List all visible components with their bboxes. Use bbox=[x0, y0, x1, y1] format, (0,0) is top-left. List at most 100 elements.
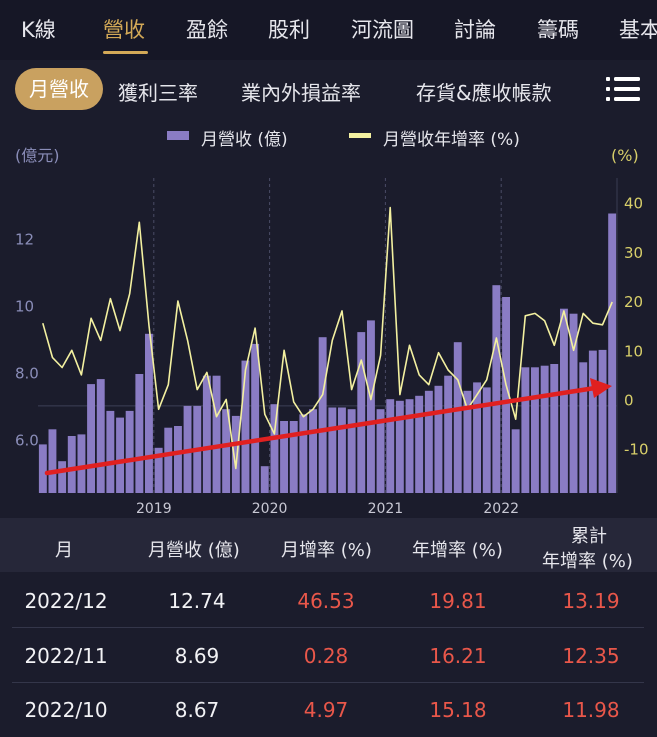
row-divider bbox=[12, 682, 644, 683]
revenue-chart-svg: 月營收 (億) 月營收年增率 (%) (億元) (%) 6.0 8.0 10 12 40… bbox=[15, 130, 649, 517]
revenue-bar bbox=[492, 285, 501, 493]
revenue-bar bbox=[338, 407, 346, 493]
revenue-bar bbox=[87, 384, 95, 493]
revenue-bar bbox=[174, 426, 182, 493]
tab-k-line[interactable]: K線 bbox=[21, 18, 56, 42]
cell-cum-yoy: 11.98 bbox=[562, 698, 620, 722]
revenue-bar bbox=[77, 434, 86, 493]
right-tick-label: 20 bbox=[624, 293, 643, 311]
cell-revenue: 8.69 bbox=[174, 644, 220, 668]
tab-dividend[interactable]: 股利 bbox=[268, 18, 310, 42]
left-tick-label: 12 bbox=[15, 230, 34, 248]
revenue-bar bbox=[289, 421, 298, 493]
header-cumulative: 累計 bbox=[571, 526, 607, 547]
red-trend-arrow bbox=[44, 378, 612, 476]
revenue-bar bbox=[502, 297, 510, 493]
x-tick-label: 2020 bbox=[252, 501, 288, 517]
tab-chips[interactable]: 籌碼 bbox=[537, 18, 579, 42]
tab-revenue[interactable]: 營收 bbox=[103, 18, 145, 42]
revenue-bar bbox=[212, 375, 221, 493]
revenue-bar bbox=[550, 364, 559, 493]
cell-revenue: 8.67 bbox=[174, 698, 220, 722]
revenue-bar bbox=[347, 409, 356, 493]
revenue-bar bbox=[58, 461, 67, 493]
cell-cum-yoy: 13.19 bbox=[562, 589, 620, 613]
legend-bar-label: 月營收 (億) bbox=[201, 130, 288, 150]
revenue-bar bbox=[202, 375, 211, 493]
revenue-bar bbox=[231, 415, 240, 493]
top-tab-bar: K線 營收 盈餘 股利 河流圖 討論 籌碼 基本 bbox=[0, 0, 657, 60]
revenue-bar bbox=[579, 362, 588, 493]
revenue-chart: 月營收 (億) 月營收年增率 (%) (億元) (%) 6.0 8.0 10 12 40… bbox=[0, 120, 657, 520]
revenue-bar bbox=[135, 374, 144, 493]
header-yoy: 年增率 (%) bbox=[412, 540, 503, 561]
cell-yoy: 16.21 bbox=[429, 644, 487, 668]
table-row[interactable]: 2022/12 12.74 46.53 19.81 13.19 bbox=[0, 572, 657, 627]
revenue-bar bbox=[608, 213, 617, 493]
table-row[interactable]: 2022/11 8.69 0.28 16.21 12.35 bbox=[0, 627, 657, 682]
tab-river-chart[interactable]: 河流圖 bbox=[351, 18, 414, 42]
right-tick-label: -10 bbox=[624, 441, 649, 459]
table-row[interactable]: 2022/10 8.67 4.97 15.18 11.98 bbox=[0, 682, 657, 737]
list-menu-icon[interactable] bbox=[606, 76, 640, 102]
revenue-bar bbox=[444, 375, 453, 493]
legend-line-label: 月營收年增率 (%) bbox=[383, 130, 520, 150]
cell-cum-yoy: 12.35 bbox=[562, 644, 620, 668]
revenue-bar bbox=[154, 447, 163, 493]
revenue-bar bbox=[357, 332, 366, 493]
revenue-bar bbox=[376, 409, 385, 493]
revenue-bar bbox=[116, 417, 124, 493]
revenue-bar bbox=[434, 385, 443, 493]
subtab-profit-ratios[interactable]: 獲利三率 bbox=[118, 81, 198, 105]
tab-basic[interactable]: 基本 bbox=[619, 18, 657, 42]
revenue-bar bbox=[125, 410, 134, 493]
revenue-bar bbox=[309, 409, 317, 493]
x-tick-label: 2021 bbox=[368, 501, 404, 517]
tab-discussion[interactable]: 討論 bbox=[454, 18, 496, 42]
row-divider bbox=[12, 627, 644, 628]
revenue-bar bbox=[241, 360, 250, 493]
cell-month: 2022/11 bbox=[24, 644, 108, 668]
subtab-nonoperating-ratio[interactable]: 業內外損益率 bbox=[241, 81, 361, 105]
revenue-bar bbox=[531, 367, 539, 493]
cell-yoy: 15.18 bbox=[429, 698, 487, 722]
right-tick-label: 10 bbox=[624, 342, 643, 360]
cell-yoy: 19.81 bbox=[429, 589, 487, 613]
revenue-bar bbox=[67, 436, 76, 493]
revenue-table-header: 月 月營收 (億) 月增率 (%) 年增率 (%) 累計 年增率 (%) bbox=[0, 518, 657, 572]
revenue-bar bbox=[395, 400, 404, 493]
tab-earnings[interactable]: 盈餘 bbox=[186, 18, 228, 42]
revenue-bar bbox=[96, 379, 105, 493]
cell-month: 2022/10 bbox=[24, 698, 108, 722]
header-revenue: 月營收 (億) bbox=[148, 540, 240, 561]
revenue-bar bbox=[560, 308, 568, 493]
revenue-bar bbox=[453, 342, 462, 493]
revenue-bar bbox=[328, 407, 337, 493]
revenue-bar bbox=[588, 350, 597, 493]
revenue-bar bbox=[38, 444, 47, 493]
header-mom: 月增率 (%) bbox=[281, 540, 372, 561]
cell-revenue: 12.74 bbox=[168, 589, 226, 613]
revenue-bar bbox=[521, 367, 530, 493]
revenue-bar bbox=[511, 429, 520, 493]
revenue-bar bbox=[482, 387, 491, 493]
cell-mom: 4.97 bbox=[303, 698, 349, 722]
left-axis-unit: (億元) bbox=[15, 146, 60, 165]
legend-line-swatch bbox=[349, 133, 371, 138]
revenue-bar bbox=[424, 390, 433, 493]
revenue-bar bbox=[145, 333, 153, 493]
subtab-monthly-revenue[interactable]: 月營收 bbox=[15, 68, 103, 110]
left-tick-label: 10 bbox=[15, 297, 34, 315]
legend-bar-swatch bbox=[167, 131, 189, 140]
header-month: 月 bbox=[55, 540, 73, 561]
subtab-inventory-receivables[interactable]: 存貨&應收帳款 bbox=[416, 81, 552, 105]
x-tick-label: 2022 bbox=[483, 501, 519, 517]
revenue-bar bbox=[415, 395, 424, 493]
sub-tab-bar bbox=[0, 60, 657, 120]
right-axis-unit: (%) bbox=[611, 146, 639, 165]
revenue-bar bbox=[270, 404, 279, 493]
active-tab-indicator bbox=[103, 51, 148, 54]
revenue-bar bbox=[386, 399, 395, 493]
right-tick-label: 0 bbox=[624, 392, 634, 410]
left-tick-label: 6.0 bbox=[15, 431, 39, 449]
